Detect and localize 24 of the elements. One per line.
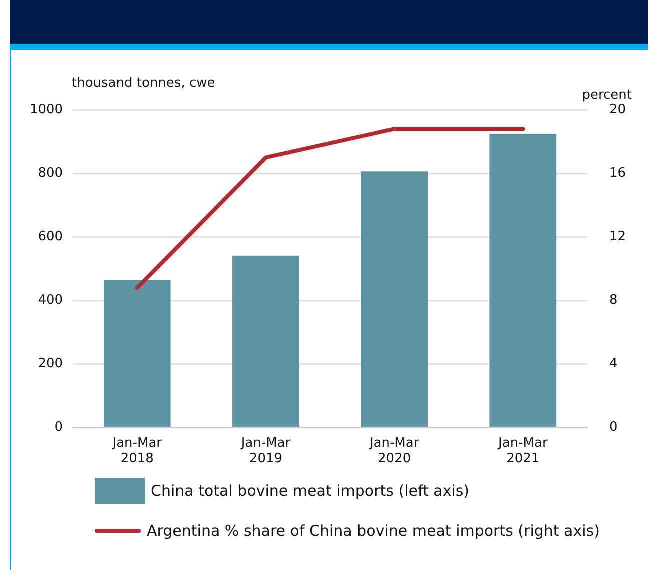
x-tick-label: Jan-Mar 2021 — [498, 436, 548, 467]
y-tick-label: 1000 — [30, 102, 64, 118]
y-tick-label: 800 — [38, 166, 64, 181]
y2-tick-label: 16 — [609, 166, 626, 181]
x-tick-label: Jan-Mar 2019 — [240, 436, 292, 467]
y2-axis-title: percent — [582, 88, 632, 103]
legend-label: Argentina % share of China bovine meat imports (right axis) — [147, 522, 600, 540]
y2-tick-label: 8 — [609, 293, 618, 308]
y-tick-label: 600 — [38, 229, 64, 244]
y2-tick-label: 4 — [609, 356, 618, 372]
x-tick-label: Jan-Mar 2020 — [368, 436, 420, 467]
legend-label: China total bovine meat imports (left axis) — [151, 482, 470, 500]
y2-tick-label: 20 — [609, 102, 626, 118]
bar — [361, 172, 428, 428]
bar — [104, 280, 171, 428]
x-tick-label: Jan-Mar 2018 — [112, 436, 163, 467]
y2-tick-label: 12 — [609, 229, 626, 244]
y-tick-label: 200 — [38, 356, 64, 372]
y-axis-title: thousand tonnes, cwe — [72, 76, 216, 91]
bar — [232, 256, 300, 428]
y2-tick-label: 0 — [609, 420, 618, 436]
bar — [490, 134, 557, 428]
y-tick-label: 0 — [54, 420, 64, 436]
y-tick-label: 400 — [38, 293, 64, 308]
